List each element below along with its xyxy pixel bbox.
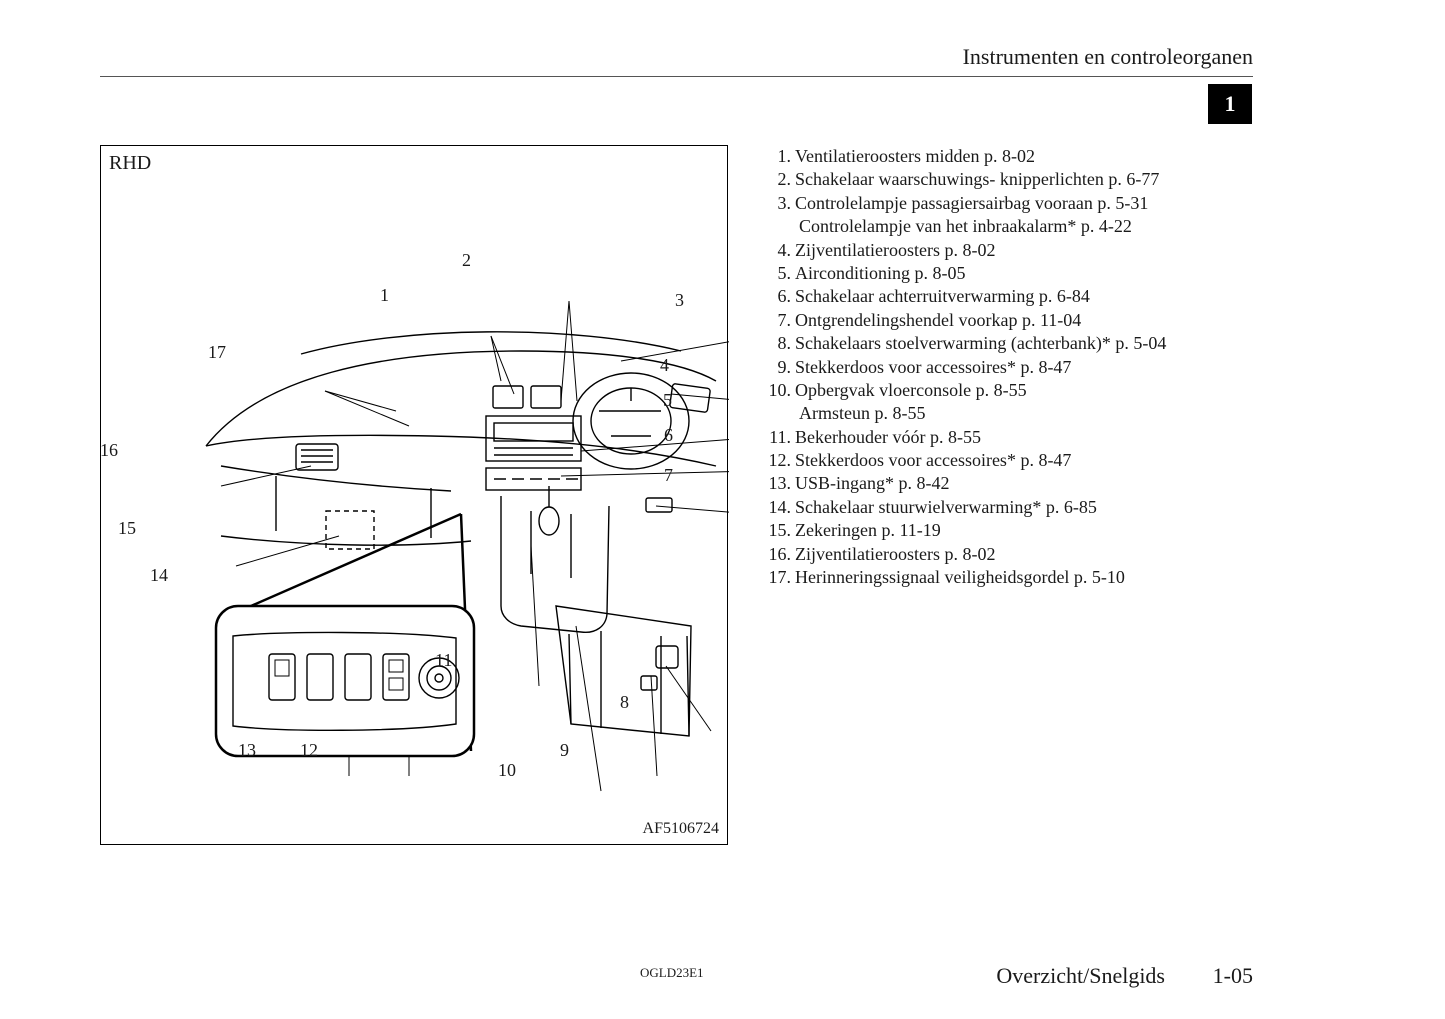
- legend-item: 13USB-ingang* p. 8-42: [765, 472, 1285, 495]
- legend-item-number: 14: [765, 496, 795, 519]
- legend-item: 17Herinneringssignaal veiligheidsgordel …: [765, 566, 1285, 589]
- callout-number: 12: [300, 740, 318, 761]
- callout-number: 6: [664, 425, 673, 446]
- header-rule: [100, 76, 1253, 77]
- page-header-title: Instrumenten en controleorganen: [963, 44, 1253, 70]
- legend-item-number: 3: [765, 192, 795, 215]
- legend-list: 1Ventilatieroosters midden p. 8-022Schak…: [765, 145, 1285, 589]
- legend-item-number: 7: [765, 309, 795, 332]
- legend-item: 1Ventilatieroosters midden p. 8-02: [765, 145, 1285, 168]
- legend-item-number: 11: [765, 426, 795, 449]
- footer-section-title: Overzicht/Snelgids: [996, 963, 1165, 989]
- callout-number: 16: [100, 440, 118, 461]
- legend-item: 3Controlelampje passagiersairbag vooraan…: [765, 192, 1285, 215]
- callout-number: 14: [150, 565, 168, 586]
- legend-item-number: 6: [765, 285, 795, 308]
- callout-number: 1: [380, 285, 389, 306]
- legend-item: 4Zijventilatieroosters p. 8-02: [765, 239, 1285, 262]
- legend-item: 11Bekerhouder vóór p. 8-55: [765, 426, 1285, 449]
- legend-item-number: 12: [765, 449, 795, 472]
- legend-item-text: Airconditioning p. 8-05: [795, 262, 1285, 285]
- legend-item: 7Ontgrendelingshendel voorkap p. 11-04: [765, 309, 1285, 332]
- callout-number: 3: [675, 290, 684, 311]
- legend-item-number: 5: [765, 262, 795, 285]
- callout-number: 9: [560, 740, 569, 761]
- legend-item: 6Schakelaar achterruitverwarming p. 6-84: [765, 285, 1285, 308]
- legend-item-text: Controlelampje passagiersairbag vooraan …: [795, 192, 1285, 215]
- legend-item-text: Schakelaar stuurwielverwarming* p. 6-85: [795, 496, 1285, 519]
- legend-item-subtext: Controlelampje van het inbraakalarm* p. …: [765, 215, 1285, 238]
- legend-item-text: Herinneringssignaal veiligheidsgordel p.…: [795, 566, 1285, 589]
- legend-item-number: 2: [765, 168, 795, 191]
- callout-number: 5: [663, 390, 672, 411]
- legend-item-number: 16: [765, 543, 795, 566]
- callout-number: 10: [498, 760, 516, 781]
- legend-item-text: Zijventilatieroosters p. 8-02: [795, 543, 1285, 566]
- legend-item: 8Schakelaars stoelverwarming (achterbank…: [765, 332, 1285, 355]
- legend-item-number: 13: [765, 472, 795, 495]
- legend-item-text: Schakelaars stoelverwarming (achterbank)…: [795, 332, 1285, 355]
- chapter-tab: 1: [1208, 84, 1252, 124]
- callout-number: 2: [462, 250, 471, 271]
- callout-number: 11: [435, 650, 452, 671]
- footer-doc-code: OGLD23E1: [640, 965, 704, 981]
- callout-number: 7: [664, 465, 673, 486]
- callout-number: 13: [238, 740, 256, 761]
- figure-frame: RHD AF5106724: [100, 145, 728, 845]
- legend-item: 12Stekkerdoos voor accessoires* p. 8-47: [765, 449, 1285, 472]
- legend-item-text: Zijventilatieroosters p. 8-02: [795, 239, 1285, 262]
- callout-number: 4: [660, 355, 669, 376]
- dashboard-line-drawing: [101, 176, 729, 836]
- legend-item-number: 10: [765, 379, 795, 402]
- legend-item-text: Opbergvak vloerconsole p. 8-55: [795, 379, 1285, 402]
- callout-number: 8: [620, 692, 629, 713]
- legend-item-text: Bekerhouder vóór p. 8-55: [795, 426, 1285, 449]
- legend-item-number: 1: [765, 145, 795, 168]
- legend-item-text: Schakelaar achterruitverwarming p. 6-84: [795, 285, 1285, 308]
- legend-item: 9Stekkerdoos voor accessoires* p. 8-47: [765, 356, 1285, 379]
- legend-item: 2Schakelaar waarschuwings- knipperlichte…: [765, 168, 1285, 191]
- figure-variant-label: RHD: [109, 152, 151, 175]
- legend-item-number: 15: [765, 519, 795, 542]
- legend-item: 10Opbergvak vloerconsole p. 8-55: [765, 379, 1285, 402]
- legend-item-number: 17: [765, 566, 795, 589]
- legend-item-number: 9: [765, 356, 795, 379]
- legend-item-number: 4: [765, 239, 795, 262]
- footer-page-number: 1-05: [1213, 963, 1253, 989]
- legend-item: 16Zijventilatieroosters p. 8-02: [765, 543, 1285, 566]
- callout-number: 17: [208, 342, 226, 363]
- legend-item-text: Stekkerdoos voor accessoires* p. 8-47: [795, 356, 1285, 379]
- legend-item-text: Ventilatieroosters midden p. 8-02: [795, 145, 1285, 168]
- legend-item-text: Ontgrendelingshendel voorkap p. 11-04: [795, 309, 1285, 332]
- legend-item-text: Schakelaar waarschuwings- knipperlichten…: [795, 168, 1285, 191]
- legend-item-subtext: Armsteun p. 8-55: [765, 402, 1285, 425]
- legend-item: 15Zekeringen p. 11-19: [765, 519, 1285, 542]
- legend-item-number: 8: [765, 332, 795, 355]
- legend-item-text: Zekeringen p. 11-19: [795, 519, 1285, 542]
- legend-item-text: Stekkerdoos voor accessoires* p. 8-47: [795, 449, 1285, 472]
- legend-item: 14Schakelaar stuurwielverwarming* p. 6-8…: [765, 496, 1285, 519]
- callout-number: 15: [118, 518, 136, 539]
- legend-item: 5Airconditioning p. 8-05: [765, 262, 1285, 285]
- legend-item-text: USB-ingang* p. 8-42: [795, 472, 1285, 495]
